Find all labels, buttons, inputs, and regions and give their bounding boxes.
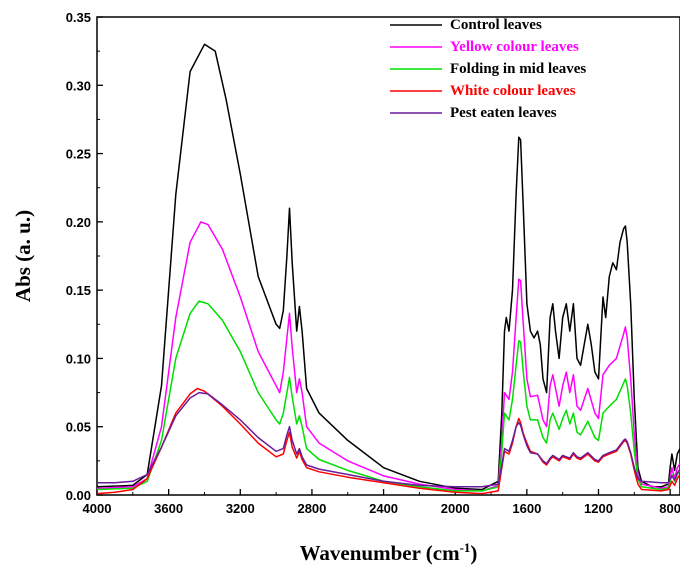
axes bbox=[96, 16, 680, 496]
legend: Control leaves Yellow colour leaves Foldin… bbox=[390, 17, 586, 121]
y-tick-label: 0.25 bbox=[66, 147, 91, 162]
x-tick-label: 2000 bbox=[441, 501, 470, 516]
y-axis-title: Abs (a. u.) bbox=[11, 210, 35, 302]
y-tick-label: 0.20 bbox=[66, 215, 91, 230]
y-tick-label: 0.15 bbox=[66, 283, 91, 298]
plot-frame bbox=[96, 16, 680, 496]
x-tick-label: 2400 bbox=[369, 501, 398, 516]
x-tick-label: 3600 bbox=[154, 501, 183, 516]
x-tick-label: 2800 bbox=[297, 501, 326, 516]
x-tick-label: 800 bbox=[659, 501, 680, 516]
x-axis-title: Wavenumber (cm-1) bbox=[300, 540, 478, 565]
x-tick-label: 3200 bbox=[226, 501, 255, 516]
y-tick-label: 0.00 bbox=[66, 488, 91, 503]
y-tick-label: 0.35 bbox=[66, 10, 91, 25]
y-axis-ticks: 0.00 0.05 0.10 0.15 0.20 0.25 0.30 0.35 bbox=[66, 10, 103, 503]
x-axis-ticks: 4000 3600 3200 2800 2400 2000 1600 1200 800 bbox=[83, 489, 680, 516]
legend-label: Control leaves bbox=[450, 17, 542, 33]
legend-label: Yellow colour leaves bbox=[450, 39, 579, 55]
x-axis-title-superscript: -1 bbox=[460, 540, 471, 555]
y-tick-label: 0.05 bbox=[66, 420, 91, 435]
x-axis-title-close: ) bbox=[470, 541, 477, 565]
x-axis-title-text: Wavenumber (cm bbox=[300, 541, 461, 565]
x-tick-label: 4000 bbox=[83, 501, 112, 516]
y-tick-label: 0.30 bbox=[66, 78, 91, 93]
x-tick-label: 1200 bbox=[584, 501, 613, 516]
series-line bbox=[96, 387, 680, 495]
series-line bbox=[96, 300, 680, 492]
series-line bbox=[96, 221, 680, 492]
y-tick-label: 0.10 bbox=[66, 351, 91, 366]
series-line bbox=[96, 43, 680, 491]
series-lines bbox=[96, 43, 680, 495]
legend-label: Pest eaten leaves bbox=[450, 105, 557, 121]
series-line bbox=[97, 391, 680, 488]
x-tick-label: 1600 bbox=[512, 501, 541, 516]
legend-label: Folding in mid leaves bbox=[450, 61, 586, 77]
legend-label: White colour leaves bbox=[450, 83, 576, 99]
